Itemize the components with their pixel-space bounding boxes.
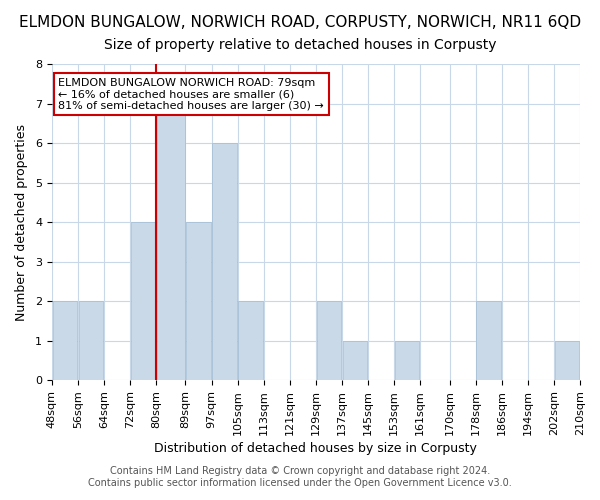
Y-axis label: Number of detached properties: Number of detached properties (15, 124, 28, 320)
Bar (131, 222, 155, 380)
Bar (555, 341, 579, 380)
Bar (53, 301, 77, 380)
Text: Size of property relative to detached houses in Corpusty: Size of property relative to detached ho… (104, 38, 496, 52)
Bar (186, 222, 211, 380)
Text: Contains HM Land Registry data © Crown copyright and database right 2024.
Contai: Contains HM Land Registry data © Crown c… (88, 466, 512, 487)
Bar (343, 341, 367, 380)
Bar (317, 301, 341, 380)
Text: ELMDON BUNGALOW, NORWICH ROAD, CORPUSTY, NORWICH, NR11 6QD: ELMDON BUNGALOW, NORWICH ROAD, CORPUSTY,… (19, 15, 581, 30)
Bar (79, 301, 103, 380)
Bar (395, 341, 419, 380)
Bar (476, 301, 501, 380)
Bar (238, 301, 263, 380)
X-axis label: Distribution of detached houses by size in Corpusty: Distribution of detached houses by size … (154, 442, 478, 455)
Bar (157, 104, 185, 380)
Text: ELMDON BUNGALOW NORWICH ROAD: 79sqm
← 16% of detached houses are smaller (6)
81%: ELMDON BUNGALOW NORWICH ROAD: 79sqm ← 16… (58, 78, 324, 111)
Bar (212, 143, 237, 380)
